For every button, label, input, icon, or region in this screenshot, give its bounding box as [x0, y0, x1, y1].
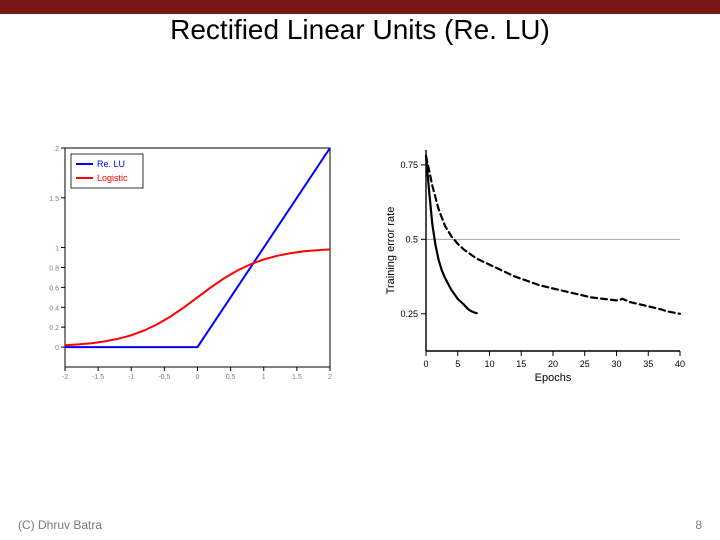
- svg-text:0: 0: [196, 374, 200, 381]
- svg-text:0.4: 0.4: [49, 305, 59, 312]
- svg-text:0.2: 0.2: [49, 325, 59, 332]
- svg-text:1: 1: [55, 246, 59, 253]
- svg-text:40: 40: [675, 359, 685, 369]
- svg-text:0.25: 0.25: [400, 309, 418, 319]
- svg-text:0: 0: [423, 359, 428, 369]
- svg-text:2: 2: [55, 146, 59, 153]
- svg-text:20: 20: [548, 359, 558, 369]
- svg-text:30: 30: [611, 359, 621, 369]
- svg-text:0.6: 0.6: [49, 285, 59, 292]
- svg-text:Training error rate: Training error rate: [385, 207, 397, 295]
- svg-text:Epochs: Epochs: [535, 372, 572, 384]
- svg-text:0.5: 0.5: [405, 234, 418, 244]
- svg-text:-1: -1: [128, 374, 134, 381]
- training-error-chart: 0 5 10 15 20 25 30 35 40 0.25 0.5 0.75 Epochs Trainin…: [380, 140, 690, 385]
- svg-text:Logistic: Logistic: [97, 173, 128, 183]
- slide-title: Rectified Linear Units (Re. LU): [0, 14, 720, 46]
- svg-text:-0.5: -0.5: [158, 374, 170, 381]
- svg-text:2: 2: [328, 374, 332, 381]
- svg-text:25: 25: [580, 359, 590, 369]
- svg-text:15: 15: [516, 359, 526, 369]
- svg-text:-2: -2: [62, 374, 68, 381]
- svg-text:0.5: 0.5: [226, 374, 236, 381]
- svg-text:-1.5: -1.5: [92, 374, 104, 381]
- top-bar: [0, 0, 720, 14]
- svg-text:0: 0: [55, 345, 59, 352]
- svg-text:5: 5: [455, 359, 460, 369]
- svg-text:0.8: 0.8: [49, 265, 59, 272]
- svg-text:1.5: 1.5: [49, 196, 59, 203]
- page-number: 8: [695, 518, 702, 532]
- activation-functions-chart: -2 -1.5 -1 -0.5 0 0.5 1 1.5 2 0 0.2 0.4 0.6 0.8 1 1.5 2 R…: [35, 140, 335, 385]
- copyright-label: (C) Dhruv Batra: [18, 518, 102, 532]
- svg-text:10: 10: [484, 359, 494, 369]
- svg-text:0.75: 0.75: [400, 160, 418, 170]
- svg-text:35: 35: [643, 359, 653, 369]
- svg-text:1: 1: [262, 374, 266, 381]
- svg-text:1.5: 1.5: [292, 374, 302, 381]
- svg-text:Re. LU: Re. LU: [97, 159, 125, 169]
